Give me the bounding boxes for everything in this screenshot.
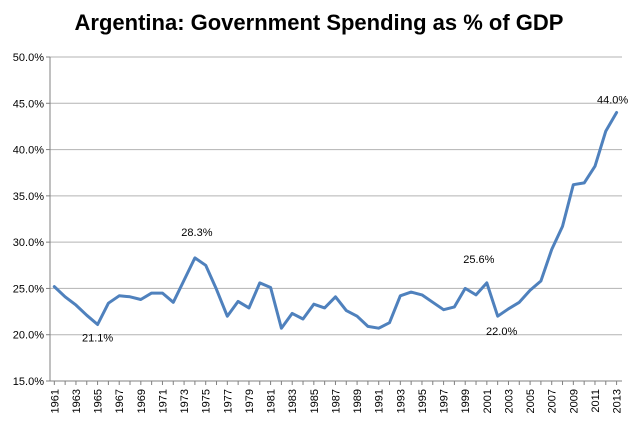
x-tick-label: 1985 xyxy=(309,389,321,413)
data-label: 25.6% xyxy=(463,254,494,266)
x-tick-label: 1981 xyxy=(266,389,278,413)
x-tick-label: 1965 xyxy=(93,389,105,413)
x-tick-label: 1989 xyxy=(352,389,364,413)
x-tick-label: 1991 xyxy=(374,389,386,413)
y-tick-label: 15.0% xyxy=(13,376,44,388)
x-tick-label: 2011 xyxy=(590,389,602,413)
y-tick-label: 40.0% xyxy=(13,145,44,157)
x-tick-label: 1997 xyxy=(439,389,451,413)
x-tick-label: 2005 xyxy=(525,389,537,413)
x-tick-label: 1987 xyxy=(330,389,342,413)
x-tick-label: 2013 xyxy=(612,389,624,413)
x-tick-label: 2007 xyxy=(547,389,559,413)
x-tick-label: 2009 xyxy=(568,389,580,413)
data-label: 22.0% xyxy=(486,326,517,338)
x-tick-label: 1961 xyxy=(49,389,61,413)
x-tick-label: 1977 xyxy=(222,389,234,413)
x-tick-label: 1979 xyxy=(244,389,256,413)
data-label: 21.1% xyxy=(82,333,113,345)
x-tick-label: 1973 xyxy=(179,389,191,413)
x-tick-label: 1993 xyxy=(395,389,407,413)
x-tick-label: 2003 xyxy=(503,389,515,413)
x-tick-label: 2001 xyxy=(482,389,494,413)
x-tick-label: 1967 xyxy=(114,389,126,413)
y-tick-label: 20.0% xyxy=(13,330,44,342)
x-tick-label: 1963 xyxy=(71,389,83,413)
y-tick-label: 35.0% xyxy=(13,191,44,203)
y-tick-label: 30.0% xyxy=(13,237,44,249)
y-tick-label: 50.0% xyxy=(13,52,44,64)
x-tick-label: 1995 xyxy=(417,389,429,413)
data-label: 44.0% xyxy=(597,95,628,107)
y-tick-label: 45.0% xyxy=(13,98,44,110)
y-tick-label: 25.0% xyxy=(13,283,44,295)
x-tick-label: 1975 xyxy=(201,389,213,413)
data-label: 28.3% xyxy=(181,227,212,239)
chart-title: Argentina: Government Spending as % of G… xyxy=(74,10,564,35)
x-tick-label: 1971 xyxy=(157,389,169,413)
x-tick-label: 1983 xyxy=(287,389,299,413)
x-tick-label: 1999 xyxy=(460,389,472,413)
x-tick-label: 1969 xyxy=(136,389,148,413)
series-line xyxy=(52,111,619,330)
